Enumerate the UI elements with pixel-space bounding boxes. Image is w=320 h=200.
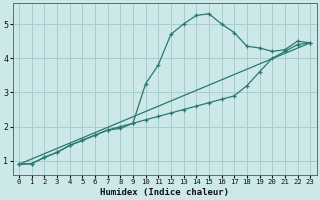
X-axis label: Humidex (Indice chaleur): Humidex (Indice chaleur) <box>100 188 229 197</box>
